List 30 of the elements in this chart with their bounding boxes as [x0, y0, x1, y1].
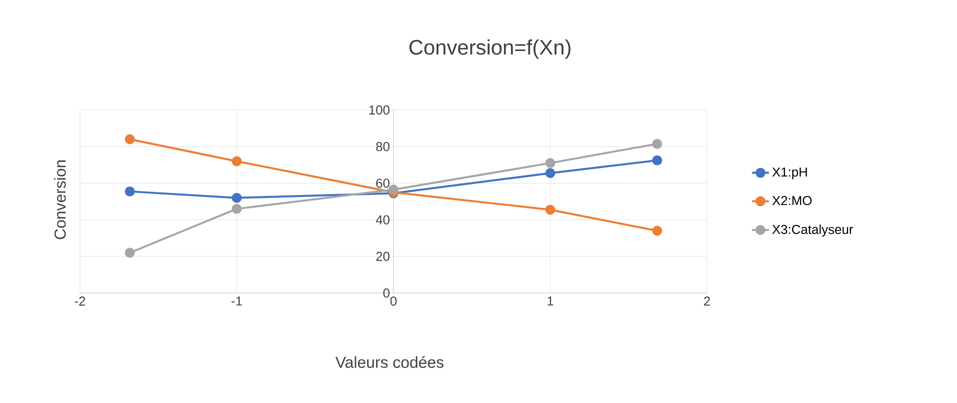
chart-title: Conversion=f(Xn) — [409, 39, 570, 59]
x-axis-title: Valeurs codées — [335, 356, 444, 368]
point — [545, 204, 556, 215]
y-tick-label: 60 — [376, 178, 390, 188]
legend-label: X2:MO — [772, 196, 812, 206]
point — [652, 155, 662, 166]
point — [232, 156, 242, 166]
legend-label: X3:Catalyseur — [772, 224, 854, 237]
y-tick-label: 100 — [369, 105, 390, 115]
x-tick-label: 0 — [390, 296, 397, 306]
point — [388, 184, 398, 195]
point — [124, 134, 135, 144]
x-tick-label: -1 — [232, 296, 242, 306]
x-tick-label: -2 — [74, 296, 86, 306]
point — [545, 168, 556, 178]
x-tick-label: 1 — [548, 296, 554, 306]
point — [232, 192, 242, 203]
y-tick-label: 20 — [376, 252, 390, 261]
y-tick-label: 0 — [383, 288, 390, 298]
point — [545, 158, 556, 168]
point — [232, 204, 242, 214]
legend-label: X1:pH — [772, 168, 807, 180]
point — [652, 138, 662, 149]
y-axis-title: Conversion — [54, 160, 66, 240]
point — [652, 226, 662, 236]
point — [124, 248, 135, 258]
y-tick-label: 80 — [376, 142, 390, 152]
y-tick-label: 40 — [376, 215, 390, 224]
point — [124, 186, 135, 196]
x-tick-label: 2 — [704, 296, 710, 306]
